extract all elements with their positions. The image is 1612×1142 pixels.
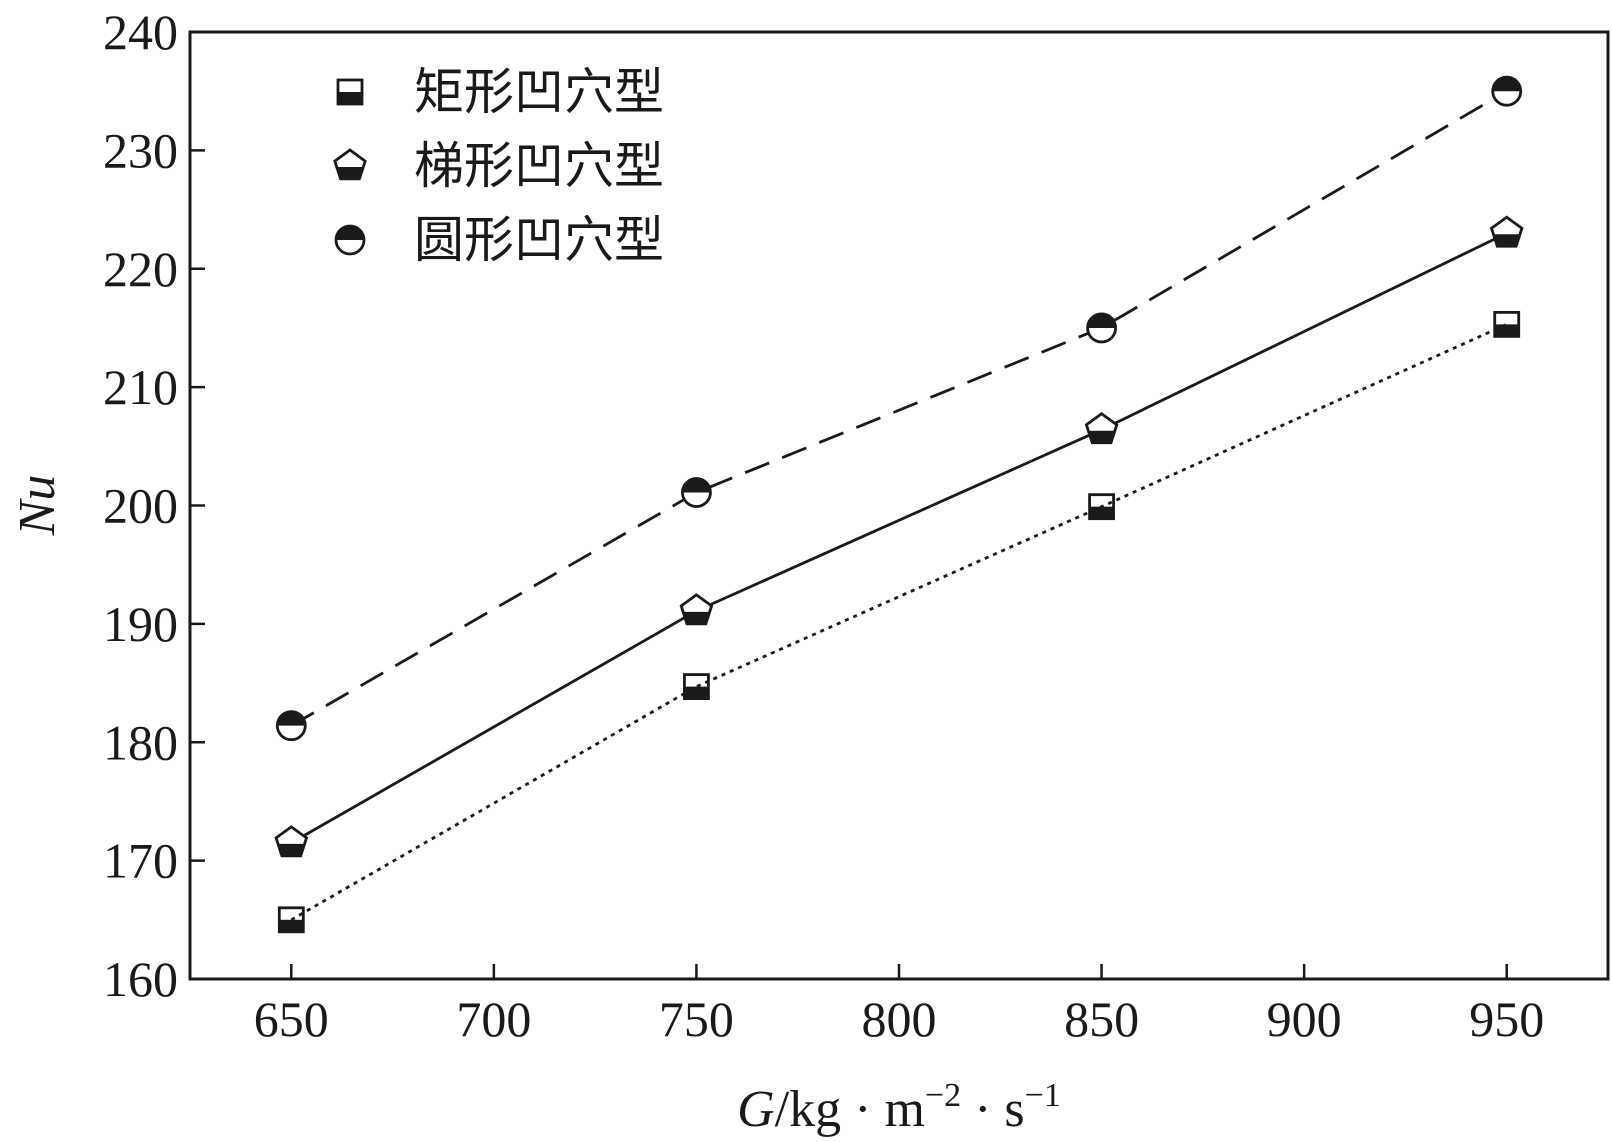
point-s2-750 (679, 593, 714, 626)
x-tick-label-950: 950 (1469, 991, 1544, 1047)
y-tick-label-230: 230 (103, 122, 178, 178)
legend-label-2: 梯形凹穴型 (414, 138, 664, 194)
point-s2-850 (1084, 411, 1119, 445)
point-s1-950 (1493, 310, 1521, 338)
series-line-3 (290, 89, 1508, 727)
point-s3-950 (1491, 75, 1523, 107)
plot-frame (188, 30, 1610, 981)
x-tick-label-700: 700 (456, 991, 531, 1047)
x-axis-label-var: G (737, 1081, 775, 1138)
x-axis-label-unit-b: · s (961, 1081, 1025, 1138)
series-lines (290, 89, 1508, 922)
point-s1-850 (1088, 493, 1115, 521)
y-tick-label-180: 180 (103, 714, 178, 770)
y-tick-label-160: 160 (103, 951, 178, 1007)
y-tick-label-220: 220 (103, 241, 178, 297)
point-s1-750 (683, 673, 710, 701)
x-axis-label: G/kg · m−2 · s−1 (737, 1077, 1061, 1138)
x-axis-label-exp-b: −1 (1025, 1077, 1061, 1114)
y-axis-ticks: 160 170 180 190 200 210 220 230 240 (103, 4, 205, 1007)
legend-marker-1 (336, 78, 364, 106)
y-tick-label-190: 190 (103, 596, 178, 652)
point-s2-950 (1489, 215, 1524, 248)
y-tick-label-240: 240 (103, 4, 178, 60)
x-tick-label-650: 650 (254, 991, 329, 1047)
legend-label-3: 圆形凹穴型 (414, 212, 664, 268)
y-tick-label-170: 170 (103, 833, 178, 889)
point-s1-650 (277, 906, 305, 934)
legend-marker-3 (334, 224, 366, 256)
y-axis-label: Nu (9, 475, 66, 537)
y-tick-label-210: 210 (103, 359, 178, 415)
x-axis-label-exp-a: −2 (925, 1077, 961, 1114)
legend-marker-2 (333, 148, 367, 181)
x-axis-ticks: 650 700 750 800 850 900 950 (254, 964, 1544, 1047)
point-s3-850 (1086, 312, 1117, 344)
series-markers (274, 75, 1524, 934)
x-tick-label-750: 750 (659, 991, 734, 1047)
x-tick-label-800: 800 (862, 991, 937, 1047)
point-s3-750 (681, 477, 712, 508)
point-s2-650 (274, 825, 309, 858)
legend-label-1: 矩形凹穴型 (414, 64, 664, 120)
x-tick-label-900: 900 (1267, 991, 1342, 1047)
x-tick-label-850: 850 (1064, 991, 1139, 1047)
y-tick-label-200: 200 (103, 478, 178, 534)
series-line-2 (290, 231, 1508, 845)
point-s3-650 (275, 710, 307, 742)
x-axis-label-unit-a: /kg · m (775, 1081, 925, 1138)
